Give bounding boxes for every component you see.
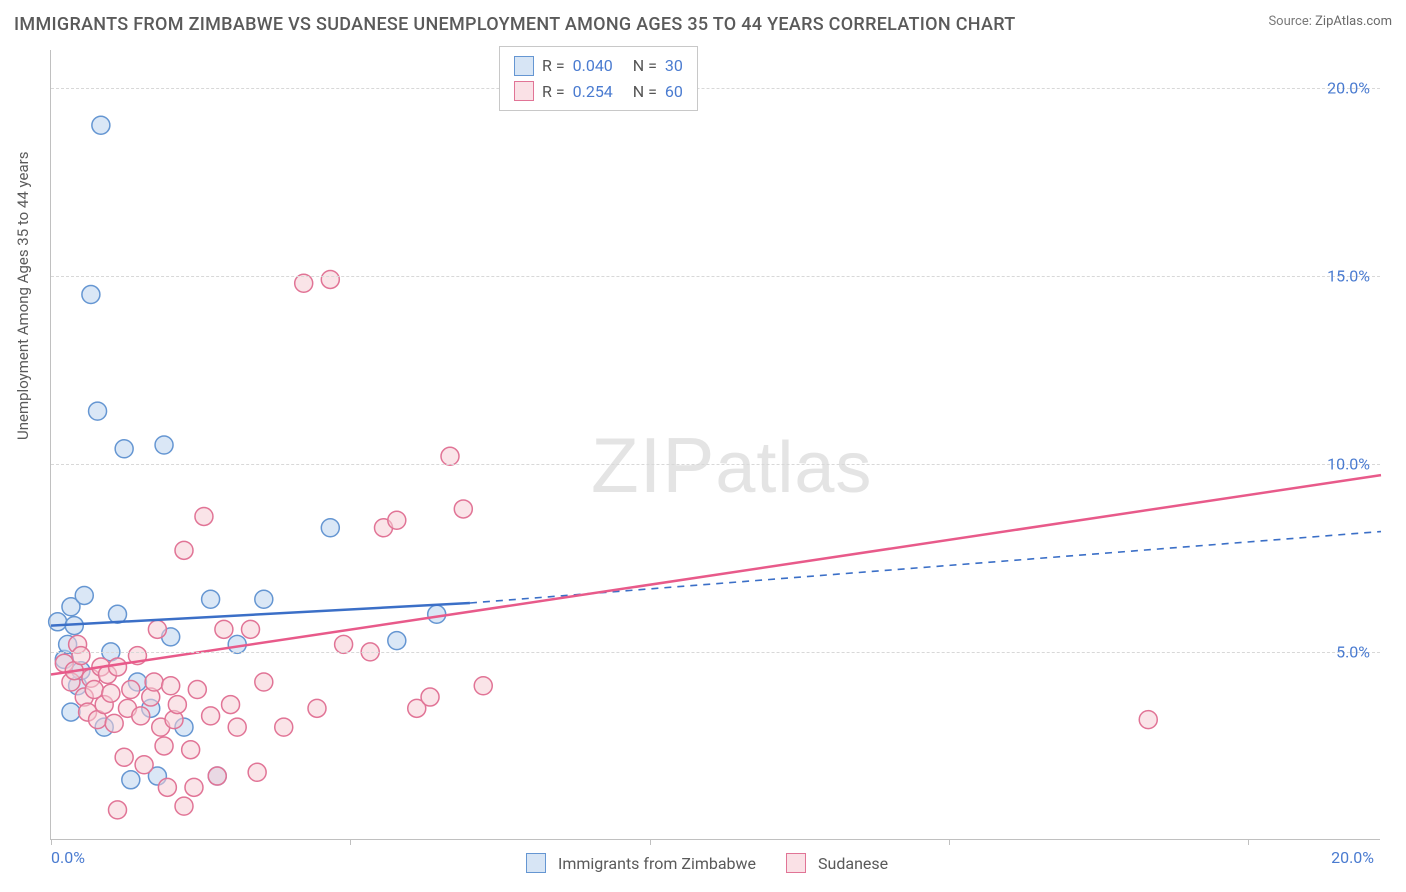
source-value: ZipAtlas.com <box>1315 14 1392 29</box>
data-point <box>175 541 193 559</box>
data-point <box>89 402 107 420</box>
legend-stats: R = 0.040 N = 30R = 0.254 N = 60 <box>499 46 698 111</box>
data-point <box>75 586 93 604</box>
y-axis-label: Unemployment Among Ages 35 to 44 years <box>14 152 32 440</box>
data-point <box>388 632 406 650</box>
data-point <box>122 771 140 789</box>
data-point <box>135 756 153 774</box>
data-point <box>145 673 163 691</box>
data-point <box>185 778 203 796</box>
data-point <box>255 673 273 691</box>
data-point <box>168 696 186 714</box>
x-tick <box>949 839 950 845</box>
data-point <box>242 620 260 638</box>
data-point <box>222 696 240 714</box>
trend-line <box>51 475 1381 674</box>
legend-r-value: 0.040 <box>573 53 613 79</box>
data-point <box>248 763 266 781</box>
gridline <box>51 276 1380 277</box>
data-point <box>155 737 173 755</box>
data-point <box>215 620 233 638</box>
legend-n-value: 30 <box>665 53 683 79</box>
data-point <box>208 767 226 785</box>
data-point <box>182 741 200 759</box>
x-tick-label-max: 20.0% <box>1331 848 1374 867</box>
y-tick-label: 15.0% <box>1327 266 1370 285</box>
y-tick-label: 5.0% <box>1336 642 1370 661</box>
legend-r-value: 0.254 <box>573 79 613 105</box>
data-point <box>105 714 123 732</box>
legend-swatch <box>526 853 546 873</box>
y-tick-label: 20.0% <box>1327 78 1370 97</box>
data-point <box>454 500 472 518</box>
data-point <box>388 511 406 529</box>
data-point <box>228 718 246 736</box>
legend-series: Immigrants from Zimbabwe Sudanese <box>526 853 906 873</box>
data-point <box>202 590 220 608</box>
data-point <box>62 703 80 721</box>
data-point <box>162 677 180 695</box>
data-point <box>1139 711 1157 729</box>
gridline <box>51 88 1380 89</box>
chart-svg <box>51 50 1380 839</box>
legend-stats-row: R = 0.254 N = 60 <box>514 79 683 105</box>
data-point <box>321 270 339 288</box>
data-point <box>255 590 273 608</box>
data-point <box>421 688 439 706</box>
data-point <box>158 778 176 796</box>
data-point <box>308 699 326 717</box>
legend-swatch <box>514 56 534 76</box>
data-point <box>202 707 220 725</box>
data-point <box>321 519 339 537</box>
legend-r-label: R = <box>542 79 565 105</box>
x-tick <box>650 839 651 845</box>
y-tick-label: 10.0% <box>1327 454 1370 473</box>
data-point <box>195 507 213 525</box>
data-point <box>82 286 100 304</box>
x-tick <box>51 839 52 845</box>
data-point <box>72 647 90 665</box>
legend-r-label: R = <box>542 53 565 79</box>
data-point <box>148 620 166 638</box>
data-point <box>122 681 140 699</box>
gridline <box>51 652 1380 653</box>
data-point <box>49 613 67 631</box>
legend-n-label: N = <box>621 79 657 105</box>
data-point <box>115 440 133 458</box>
legend-series-label: Sudanese <box>818 854 888 873</box>
data-point <box>175 797 193 815</box>
data-point <box>295 274 313 292</box>
data-point <box>428 605 446 623</box>
legend-stats-row: R = 0.040 N = 30 <box>514 53 683 79</box>
data-point <box>102 684 120 702</box>
data-point <box>132 707 150 725</box>
data-point <box>474 677 492 695</box>
data-point <box>188 681 206 699</box>
x-tick <box>350 839 351 845</box>
chart-title: IMMIGRANTS FROM ZIMBABWE VS SUDANESE UNE… <box>14 14 1016 35</box>
source-label: Source: <box>1268 14 1311 29</box>
x-tick-label-min: 0.0% <box>51 848 85 867</box>
legend-series-label: Immigrants from Zimbabwe <box>558 854 756 873</box>
data-point <box>441 447 459 465</box>
data-point <box>335 635 353 653</box>
source-attribution: Source: ZipAtlas.com <box>1268 14 1392 29</box>
data-point <box>115 748 133 766</box>
legend-swatch <box>786 853 806 873</box>
legend-n-label: N = <box>621 53 657 79</box>
data-point <box>92 116 110 134</box>
legend-n-value: 60 <box>665 79 683 105</box>
data-point <box>109 801 127 819</box>
data-point <box>275 718 293 736</box>
gridline <box>51 464 1380 465</box>
plot-area: ZIPatlas 5.0%10.0%15.0%20.0%0.0%20.0%R =… <box>50 50 1380 840</box>
data-point <box>109 658 127 676</box>
x-tick <box>1248 839 1249 845</box>
data-point <box>155 436 173 454</box>
legend-swatch <box>514 81 534 101</box>
